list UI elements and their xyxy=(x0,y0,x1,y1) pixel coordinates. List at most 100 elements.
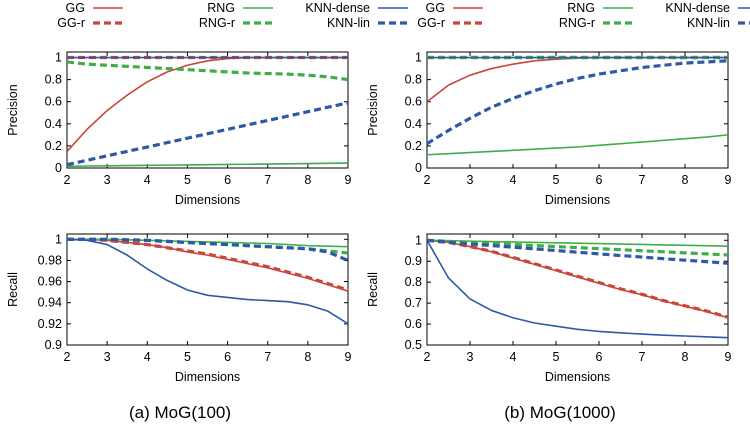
legend-label-rng-r: RNG-r xyxy=(559,16,595,30)
legend-label-knn-dense: KNN-dense xyxy=(305,1,370,15)
x-axis-label: Dimensions xyxy=(175,193,240,207)
y-tick-label: 0.92 xyxy=(38,317,62,331)
x-axis-label: Dimensions xyxy=(545,193,610,207)
x-tick-label: 9 xyxy=(345,350,352,364)
y-tick-label: 0.5 xyxy=(405,338,422,352)
caption-b: (b) MoG(1000) xyxy=(504,403,615,422)
y-tick-label: 0.6 xyxy=(405,95,422,109)
x-tick-label: 9 xyxy=(725,173,732,187)
x-tick-label: 2 xyxy=(64,350,71,364)
y-tick-label: 0.4 xyxy=(45,117,62,131)
legend-label-knn-dense: KNN-dense xyxy=(665,1,730,15)
legend-label-knn-lin: KNN-lin xyxy=(327,16,370,30)
x-tick-label: 6 xyxy=(224,350,231,364)
series-line-gg-r xyxy=(67,237,348,292)
y-axis-label: Recall xyxy=(366,272,380,307)
x-tick-label: 2 xyxy=(424,350,431,364)
legend-label-gg: GG xyxy=(66,1,85,15)
y-tick-label: 0 xyxy=(415,161,422,175)
series-group xyxy=(427,55,728,156)
y-axis-label: Recall xyxy=(6,272,20,307)
y-tick-label: 0 xyxy=(55,161,62,175)
x-tick-label: 5 xyxy=(184,173,191,187)
y-tick-label: 0.2 xyxy=(405,139,422,153)
x-tick-label: 6 xyxy=(224,173,231,187)
x-tick-label: 7 xyxy=(264,173,271,187)
y-tick-label: 0.94 xyxy=(38,296,62,310)
x-tick-label: 8 xyxy=(304,173,311,187)
y-tick-label: 1 xyxy=(415,233,422,247)
series-line-gg xyxy=(67,238,348,292)
x-tick-label: 2 xyxy=(424,173,431,187)
legend-label-gg-r: GG-r xyxy=(57,16,85,30)
x-tick-label: 3 xyxy=(104,350,111,364)
y-tick-label: 0.98 xyxy=(38,253,62,267)
x-tick-label: 7 xyxy=(264,350,271,364)
x-tick-label: 5 xyxy=(553,173,560,187)
y-tick-label: 0.4 xyxy=(405,117,422,131)
x-tick-label: 3 xyxy=(467,350,474,364)
x-tick-label: 4 xyxy=(144,350,151,364)
legend-label-gg: GG xyxy=(426,1,445,15)
series-line-gg xyxy=(67,56,348,152)
x-tick-label: 9 xyxy=(345,173,352,187)
y-tick-label: 0.8 xyxy=(45,73,62,87)
x-tick-label: 4 xyxy=(510,350,517,364)
legend-label-rng: RNG xyxy=(567,1,595,15)
legend-panel-a: GG RNG KNN-dense GG-r RNG-r KNN-lin xyxy=(57,1,408,30)
series-line-knn-lin xyxy=(67,237,348,262)
series-line-rng-r xyxy=(427,238,728,257)
x-tick-label: 3 xyxy=(467,173,474,187)
y-tick-label: 1 xyxy=(55,51,62,65)
chart-b-precision: 0 0.2 0.4 0.6 0.8 1 2 3 4 5 6 7 8 9 Dimensions Precisio… xyxy=(366,51,732,207)
series-line-knn-lin xyxy=(427,238,728,265)
x-tick-label: 4 xyxy=(510,173,517,187)
y-tick-label: 0.9 xyxy=(45,338,62,352)
x-axis-label: Dimensions xyxy=(175,370,240,384)
series-group xyxy=(67,237,348,325)
y-tick-label: 0.8 xyxy=(405,275,422,289)
plot-frame xyxy=(66,51,349,169)
x-tick-label: 8 xyxy=(682,173,689,187)
y-tick-label: 1 xyxy=(55,232,62,246)
series-group xyxy=(427,238,728,339)
y-tick-label: 0.2 xyxy=(45,139,62,153)
plot-frame xyxy=(66,233,349,346)
y-tick-label: 0.8 xyxy=(405,73,422,87)
x-tick-label: 6 xyxy=(596,350,603,364)
y-tick-label: 0.6 xyxy=(405,317,422,331)
y-axis-label: Precision xyxy=(366,84,380,135)
series-line-rng-r xyxy=(67,60,348,82)
legend-label-knn-lin: KNN-lin xyxy=(687,16,730,30)
series-line-rng xyxy=(67,162,348,168)
series-line-knn-lin xyxy=(427,59,728,146)
series-line-gg xyxy=(427,56,728,103)
plot-frame xyxy=(426,233,729,346)
x-tick-label: 8 xyxy=(682,350,689,364)
legend-label-gg-r: GG-r xyxy=(417,16,445,30)
x-tick-label: 9 xyxy=(725,350,732,364)
series-line-knn-dense xyxy=(427,239,728,339)
series-line-knn-lin xyxy=(67,101,348,167)
series-line-rng xyxy=(427,134,728,156)
y-tick-label: 0.96 xyxy=(38,275,62,289)
series-line-gg-r xyxy=(427,238,728,319)
legend-label-rng: RNG xyxy=(207,1,235,15)
chart-a-precision: 0 0.2 0.4 0.6 0.8 1 2 3 4 5 6 7 8 9 Dimensions Precisio… xyxy=(6,51,352,207)
x-tick-label: 3 xyxy=(104,173,111,187)
legend-label-rng-r: RNG-r xyxy=(199,16,235,30)
y-tick-label: 1 xyxy=(415,51,422,65)
x-tick-label: 4 xyxy=(144,173,151,187)
series-line-knn-dense xyxy=(67,238,348,325)
y-axis-label: Precision xyxy=(6,84,20,135)
legend-panel-b: GG RNG KNN-dense GG-r RNG-r KNN-lin xyxy=(417,1,750,30)
y-tick-label: 0.7 xyxy=(405,296,422,310)
y-tick-label: 0.9 xyxy=(405,254,422,268)
series-group xyxy=(67,55,348,168)
x-tick-label: 5 xyxy=(184,350,191,364)
caption-a: (a) MoG(100) xyxy=(129,403,231,422)
x-tick-label: 8 xyxy=(304,350,311,364)
x-tick-label: 7 xyxy=(639,350,646,364)
x-tick-label: 5 xyxy=(553,350,560,364)
